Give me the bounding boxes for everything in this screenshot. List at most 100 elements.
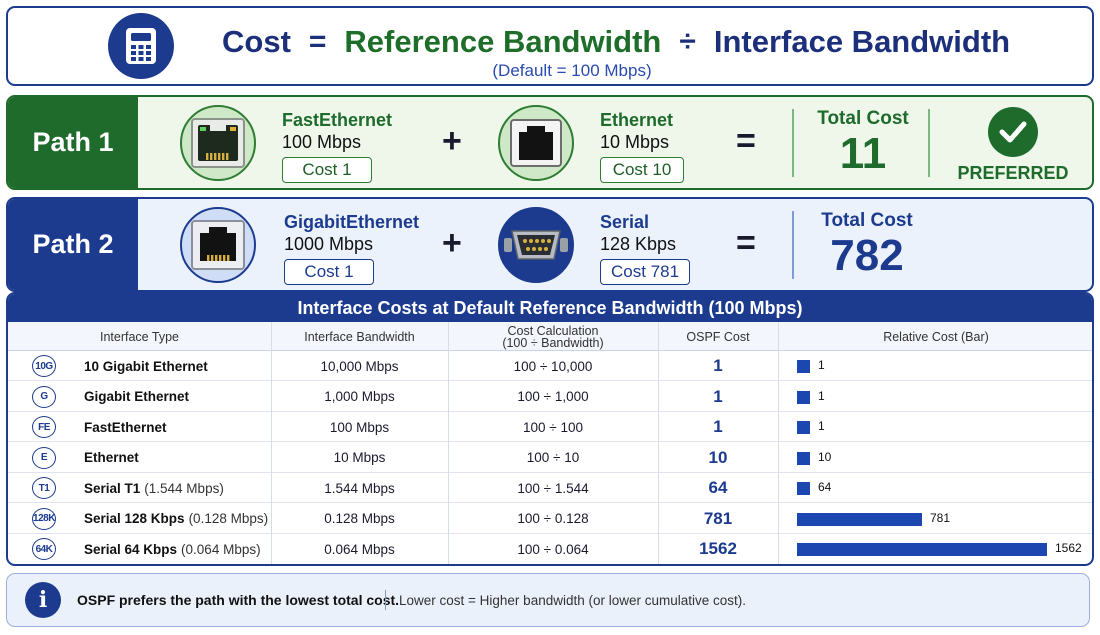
path-2-link-1: GigabitEthernet 1000 Mbps Cost 1 — [284, 211, 419, 285]
ethernet-port-icon — [180, 207, 256, 283]
divider — [792, 211, 794, 279]
column-divider — [448, 322, 449, 564]
interface-bandwidth: 0.128 Mbps — [324, 511, 395, 526]
table-row: G Gigabit Ethernet 1,000 Mbps 100 ÷ 1,000 1 1 — [8, 381, 1092, 412]
table-row: T1 Serial T1 (1.544 Mbps) 1.544 Mbps 100 ÷ 1… — [8, 473, 1092, 503]
path-1-link-2: Ethernet 10 Mbps Cost 10 — [600, 109, 684, 183]
table-body: 10G 10 Gigabit Ethernet 10,000 Mbps 100 ÷ 1… — [8, 351, 1092, 564]
preferred-label: PREFERRED — [957, 163, 1069, 183]
relative-cost-bar — [797, 451, 810, 465]
interface-name: Serial 128 Kbps (0.128 Mbps) — [84, 504, 268, 534]
cost-calculation: 100 ÷ 0.128 — [517, 511, 589, 526]
ospf-cost-value: 781 — [703, 508, 733, 528]
link-cost-badge: Cost 10 — [600, 157, 684, 183]
formula-reference-bandwidth: Reference Bandwidth — [344, 24, 662, 59]
cost-calculation: 100 ÷ 1,000 — [517, 389, 589, 404]
link-bandwidth: 10 Mbps — [600, 132, 670, 152]
formula-divide: ÷ — [679, 25, 696, 58]
relative-cost-bar-label: 781 — [930, 510, 951, 525]
interface-type-icon: 128K — [32, 507, 56, 530]
link-name: GigabitEthernet — [284, 212, 420, 232]
interface-name-text: Serial 128 Kbps — [84, 511, 185, 526]
equals-sign: = — [736, 122, 756, 160]
cost-calculation: 100 ÷ 100 — [523, 419, 583, 435]
relative-cost-bar — [797, 543, 1047, 556]
relative-cost-bar-label: 1562 — [1055, 541, 1082, 555]
total-cost-label: Total Cost — [821, 210, 913, 231]
interface-type-icon: G — [32, 385, 56, 408]
path-2-link-2: Serial 128 Kbps Cost 781 — [600, 211, 690, 285]
interface-cost-table: Interface Costs at Default Reference Ban… — [6, 292, 1094, 566]
relative-cost-bar — [797, 360, 810, 373]
cost-formula-banner: Cost = Reference Bandwidth ÷ Interface B… — [6, 6, 1094, 86]
interface-bandwidth: 0.064 Mbps — [324, 541, 395, 557]
link-bandwidth: 100 Mbps — [282, 132, 362, 152]
relative-cost-bar — [797, 512, 922, 526]
ethernet-port-icon — [180, 105, 256, 181]
info-icon: i — [25, 582, 61, 618]
table-row: 128K Serial 128 Kbps (0.128 Mbps) 0.128 Mbp… — [8, 503, 1092, 534]
table-title: Interface Costs at Default Reference Ban… — [8, 294, 1092, 322]
header-interface-bandwidth: Interface Bandwidth — [304, 329, 415, 344]
interface-name: Serial T1 (1.544 Mbps) — [84, 473, 224, 503]
interface-type-icon: 10G — [32, 355, 56, 377]
relative-cost-bar-label: 10 — [818, 449, 832, 464]
interface-name-text: Gigabit Ethernet — [84, 389, 190, 404]
cost-calculation: 100 ÷ 10 — [526, 450, 580, 465]
ospf-cost-value: 64 — [708, 478, 728, 497]
table-header-row: Interface Type Interface Bandwidth Cost … — [8, 322, 1092, 351]
relative-cost-bar — [797, 421, 810, 434]
interface-name-text: Ethernet — [84, 450, 139, 465]
interface-type-icon: E — [32, 446, 56, 469]
check-icon — [988, 107, 1038, 157]
table-row: FE FastEthernet 100 Mbps 100 ÷ 100 1 1 — [8, 412, 1092, 442]
footer-divider — [385, 590, 386, 610]
column-divider — [778, 322, 779, 564]
total-cost-value: 11 — [839, 129, 887, 178]
path-1-row: Path 1 FastEthernet 100 Mbps Cost 1 + Et… — [6, 95, 1094, 190]
interface-note: (0.064 Mbps) — [181, 541, 261, 557]
plus-sign: + — [442, 122, 462, 160]
ethernet-port-icon — [498, 105, 574, 181]
path-2-total: Total Cost 782 — [802, 209, 932, 279]
interface-name-text: Serial T1 — [84, 480, 141, 496]
link-name: FastEthernet — [282, 110, 393, 130]
interface-bandwidth: 10,000 Mbps — [320, 358, 399, 374]
interface-name: Serial 64 Kbps (0.064 Mbps) — [84, 534, 261, 564]
header-interface-type: Interface Type — [100, 329, 179, 344]
path-2-row: Path 2 GigabitEthernet 1000 Mbps Cost 1 … — [6, 197, 1094, 292]
interface-name: FastEthernet — [84, 412, 167, 442]
relative-cost-bar — [797, 390, 810, 404]
formula-interface-bandwidth: Interface Bandwidth — [713, 24, 1011, 59]
relative-cost-bar — [797, 482, 810, 495]
formula-default-note: (Default = 100 Mbps) — [492, 61, 652, 80]
ospf-cost-value: 1562 — [699, 539, 737, 558]
interface-note: (0.128 Mbps) — [188, 511, 269, 526]
path-1-link-1: FastEthernet 100 Mbps Cost 1 — [282, 109, 392, 183]
interface-bandwidth: 1.544 Mbps — [324, 480, 395, 496]
interface-name-text: Serial 64 Kbps — [84, 541, 178, 557]
equals-sign: = — [736, 224, 756, 262]
ospf-cost-value: 1 — [713, 386, 723, 406]
table-row: E Ethernet 10 Mbps 100 ÷ 10 10 10 — [8, 442, 1092, 473]
interface-type-icon: T1 — [32, 477, 56, 499]
plus-sign: + — [442, 224, 462, 262]
link-cost-badge: Cost 1 — [284, 259, 374, 285]
link-cost-badge: Cost 781 — [600, 259, 690, 285]
path-1-label: Path 1 — [8, 97, 138, 188]
divider — [792, 109, 794, 177]
table-row: 10G 10 Gigabit Ethernet 10,000 Mbps 100 ÷ 1… — [8, 351, 1092, 381]
header-cost-calculation: Cost Calculation (100 ÷ Bandwidth) — [448, 322, 658, 351]
column-divider — [271, 322, 272, 564]
link-name: Ethernet — [600, 110, 674, 130]
interface-type-icon: FE — [32, 416, 56, 438]
interface-name-text: 10 Gigabit Ethernet — [84, 358, 208, 374]
header-ospf-cost: OSPF Cost — [686, 329, 750, 344]
link-bandwidth: 1000 Mbps — [284, 234, 374, 254]
interface-name-text: FastEthernet — [84, 419, 167, 435]
divider — [928, 109, 930, 177]
interface-bandwidth: 100 Mbps — [329, 419, 390, 435]
interface-type-icon: 64K — [32, 538, 56, 560]
ospf-cost-value: 1 — [713, 356, 723, 375]
link-cost-badge: Cost 1 — [282, 157, 372, 183]
